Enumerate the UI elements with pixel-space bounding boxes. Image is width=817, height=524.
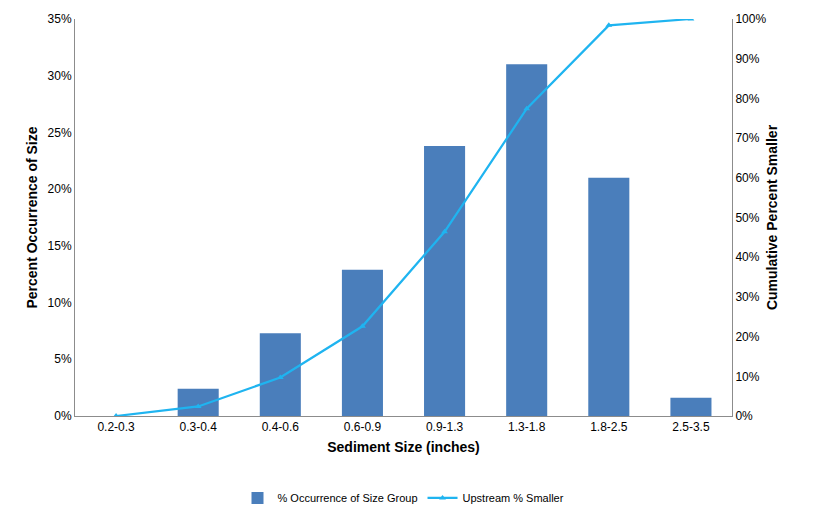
svg-text:20%: 20%	[48, 182, 72, 196]
svg-text:0.2-0.3: 0.2-0.3	[97, 420, 135, 434]
svg-text:30%: 30%	[735, 290, 759, 304]
svg-text:Upstream % Smaller: Upstream % Smaller	[463, 492, 564, 504]
svg-text:40%: 40%	[735, 250, 759, 264]
svg-text:100%: 100%	[735, 12, 766, 26]
svg-text:30%: 30%	[48, 69, 72, 83]
svg-text:0.6-0.9: 0.6-0.9	[344, 420, 382, 434]
svg-text:% Occurrence of Size Group: % Occurrence of Size Group	[278, 492, 418, 504]
svg-text:Sediment Size (inches): Sediment Size (inches)	[327, 439, 479, 455]
svg-text:15%: 15%	[48, 239, 72, 253]
svg-text:20%: 20%	[735, 330, 759, 344]
svg-text:50%: 50%	[735, 211, 759, 225]
svg-text:0.9-1.3: 0.9-1.3	[426, 420, 464, 434]
svg-text:90%: 90%	[735, 52, 759, 66]
svg-text:10%: 10%	[48, 296, 72, 310]
svg-text:0%: 0%	[54, 409, 72, 423]
svg-text:1.3-1.8: 1.3-1.8	[508, 420, 546, 434]
svg-text:0.3-0.4: 0.3-0.4	[180, 420, 218, 434]
svg-text:Cumulative Percent Smaller: Cumulative Percent Smaller	[764, 124, 780, 310]
svg-text:0%: 0%	[735, 409, 753, 423]
svg-text:2.5-3.5: 2.5-3.5	[672, 420, 710, 434]
svg-text:35%: 35%	[48, 12, 72, 26]
svg-text:80%: 80%	[735, 92, 759, 106]
svg-text:Percent Occurrence of Size: Percent Occurrence of Size	[24, 126, 40, 308]
svg-text:25%: 25%	[48, 126, 72, 140]
svg-text:5%: 5%	[54, 352, 72, 366]
svg-text:1.8-2.5: 1.8-2.5	[590, 420, 628, 434]
svg-text:60%: 60%	[735, 171, 759, 185]
svg-text:70%: 70%	[735, 131, 759, 145]
svg-text:10%: 10%	[735, 370, 759, 384]
svg-text:0.4-0.6: 0.4-0.6	[262, 420, 300, 434]
